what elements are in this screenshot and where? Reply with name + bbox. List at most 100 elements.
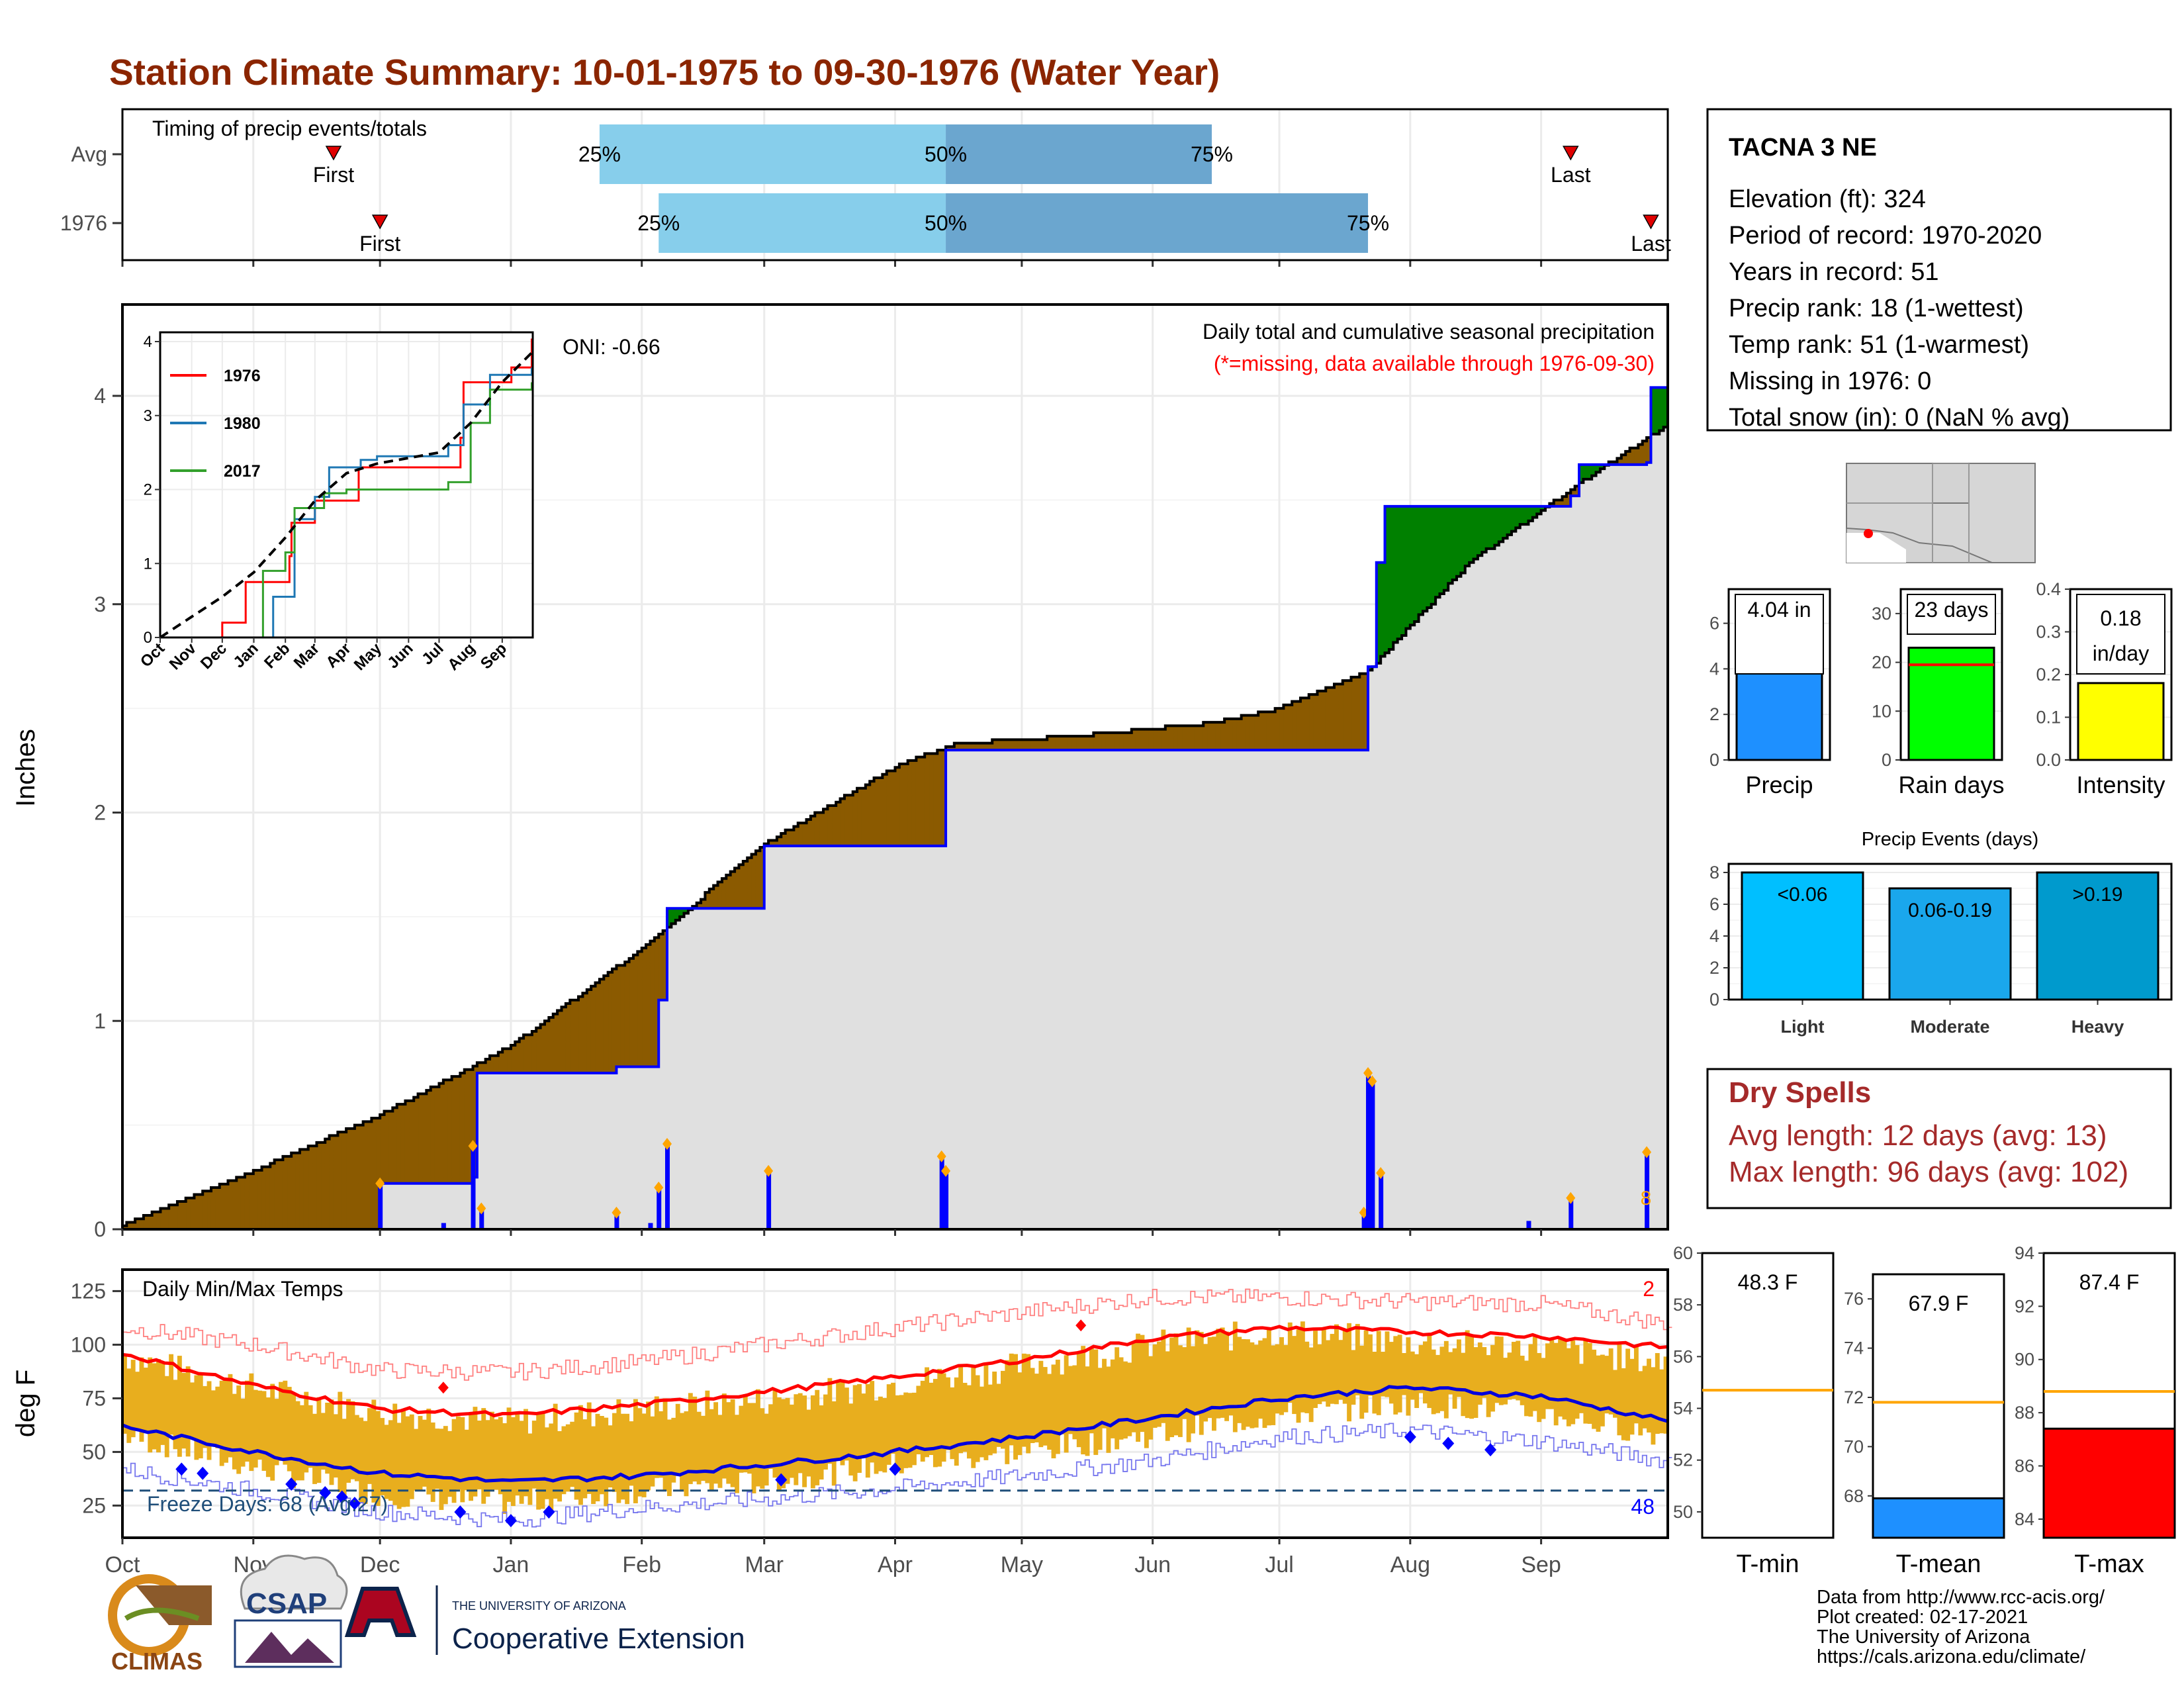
temp-daily-bar <box>1355 1323 1360 1395</box>
temp-daily-bar <box>1182 1347 1187 1419</box>
timing-p50-label: 50% <box>925 142 967 166</box>
temp-daily-bar <box>895 1395 900 1469</box>
temp-daily-bar <box>1418 1344 1424 1393</box>
events-bar <box>1741 871 1864 1001</box>
timing-first-label: First <box>359 232 400 256</box>
temp-daily-bar <box>1250 1342 1255 1429</box>
precip-daily-bar <box>648 1223 653 1229</box>
temp-daily-bar <box>735 1415 739 1493</box>
temp-daily-bar <box>1021 1353 1026 1447</box>
temp-daily-bar <box>760 1408 765 1489</box>
credits: Data from http://www.rcc-acis.org/ Plot … <box>1817 1587 2105 1667</box>
temp-daily-bar <box>1266 1327 1271 1426</box>
temp-y-tick-label: 25 <box>82 1493 106 1517</box>
temp-daily-bar <box>1199 1332 1204 1435</box>
ua-small-text: THE UNIVERSITY OF ARIZONA <box>452 1599 626 1613</box>
temp-daily-bar <box>574 1412 579 1500</box>
mini-category-label: Rain days <box>1898 771 2004 798</box>
month-tick-label: Jan <box>493 1552 529 1577</box>
temp-record-high-marker <box>1075 1319 1087 1332</box>
ua-logo: THE UNIVERSITY OF ARIZONA Cooperative Ex… <box>344 1585 745 1655</box>
precip-panel-subtitle: (*=missing, data available through 1976-… <box>1214 352 1655 375</box>
temp-daily-bar <box>903 1392 909 1468</box>
temp-record-max-line <box>122 1288 1672 1381</box>
temp-daily-bar <box>1232 1321 1238 1432</box>
temp-daily-bar <box>1144 1339 1149 1448</box>
temp-avg-min-line <box>122 1385 1668 1483</box>
temp-daily-bar <box>840 1380 845 1466</box>
temp-daily-bar <box>755 1389 760 1487</box>
temp-daily-bar <box>827 1378 833 1464</box>
timing-first-marker <box>371 214 388 230</box>
temp-daily-bar <box>946 1377 950 1450</box>
temp-daily-bar <box>666 1419 672 1497</box>
temp-daily-bar <box>1237 1336 1242 1423</box>
temp-record-low-marker <box>454 1505 467 1519</box>
tempbar-frame <box>1872 1273 2005 1539</box>
record-high-count: 2 <box>1643 1277 1655 1301</box>
events-y-tick-label: 4 <box>1709 926 1719 946</box>
temp-daily-bar <box>1262 1338 1267 1429</box>
precip-daily-bar <box>1569 1197 1574 1229</box>
mini-y-tick-label: 20 <box>1872 653 1891 673</box>
mini-y-tick-label: 0.0 <box>2036 750 2061 770</box>
temp-daily-bar <box>848 1403 854 1476</box>
temp-daily-bar <box>1115 1347 1120 1450</box>
temp-daily-bar <box>1562 1340 1567 1420</box>
temp-daily-bar <box>916 1385 921 1454</box>
mini-category-label: Precip <box>1745 771 1813 798</box>
temp-daily-bar <box>1271 1345 1276 1425</box>
mini-y-tick-label: 6 <box>1709 614 1719 633</box>
temp-daily-bar <box>1388 1342 1394 1404</box>
temp-daily-bar <box>367 1408 372 1484</box>
temp-daily-bar <box>1651 1367 1656 1445</box>
station-missing: Missing in 1976: 0 <box>1729 367 1931 395</box>
events-category-label: Moderate <box>1910 1017 1989 1037</box>
temp-daily-bar <box>688 1393 693 1484</box>
temp-daily-bar <box>815 1389 820 1485</box>
temp-daily-bar <box>1228 1350 1234 1416</box>
tempbar-category-label: T-min <box>1737 1550 1799 1578</box>
inset-series-line <box>160 382 533 639</box>
precip-daily-bar <box>664 1143 670 1229</box>
precip-daily-bar <box>766 1170 772 1229</box>
events-category-label: Heavy <box>2071 1017 2124 1037</box>
temp-daily-bar <box>907 1393 913 1468</box>
tempbar-value-label: 67.9 F <box>1909 1291 1969 1315</box>
precip-y-tick-label: 3 <box>94 592 106 616</box>
temp-daily-bar <box>1085 1366 1090 1456</box>
temp-daily-bar <box>388 1420 393 1501</box>
freeze-days-label: Freeze Days: 68 (Avg:27) <box>147 1492 388 1516</box>
temp-daily-bar <box>494 1419 499 1490</box>
temp-daily-bar <box>164 1376 169 1458</box>
temp-daily-bar <box>1549 1340 1555 1409</box>
timing-row-label: Avg <box>71 142 107 166</box>
month-tick-label: Dec <box>360 1552 400 1577</box>
credit-line-3: The University of Arizona <box>1817 1626 2030 1648</box>
temp-daily-bar <box>1000 1370 1005 1449</box>
temp-daily-bar <box>1372 1352 1377 1414</box>
precip-y-tick-label: 1 <box>94 1009 106 1033</box>
temp-y-tick-label: 75 <box>82 1386 106 1410</box>
temp-daily-bar <box>1081 1346 1086 1455</box>
temp-daily-bar <box>447 1430 453 1497</box>
temp-daily-bar <box>203 1385 208 1448</box>
mini-category-label: Intensity <box>2076 771 2165 798</box>
timing-p75-label: 75% <box>1347 211 1389 235</box>
temp-daily-bar <box>198 1373 203 1459</box>
temp-daily-bar <box>498 1417 503 1495</box>
temp-daily-bar <box>625 1413 630 1505</box>
temp-daily-bar <box>1608 1348 1614 1415</box>
temp-daily-bar <box>979 1386 984 1458</box>
temp-daily-bar <box>920 1380 925 1462</box>
tempbar-value-label: 87.4 F <box>2079 1270 2140 1294</box>
mini-value-bar <box>2077 682 2165 761</box>
precip-daily-marker <box>477 1202 486 1215</box>
temp-daily-bar <box>925 1367 930 1458</box>
temp-record-low-marker <box>1404 1430 1416 1444</box>
timing-bar-25-50 <box>599 124 946 184</box>
tempbar-y-tick-label: 76 <box>1844 1289 1864 1309</box>
temp-daily-bar <box>1600 1354 1605 1427</box>
temp-daily-bar <box>582 1419 588 1499</box>
precip-daily-bar <box>939 1156 944 1229</box>
